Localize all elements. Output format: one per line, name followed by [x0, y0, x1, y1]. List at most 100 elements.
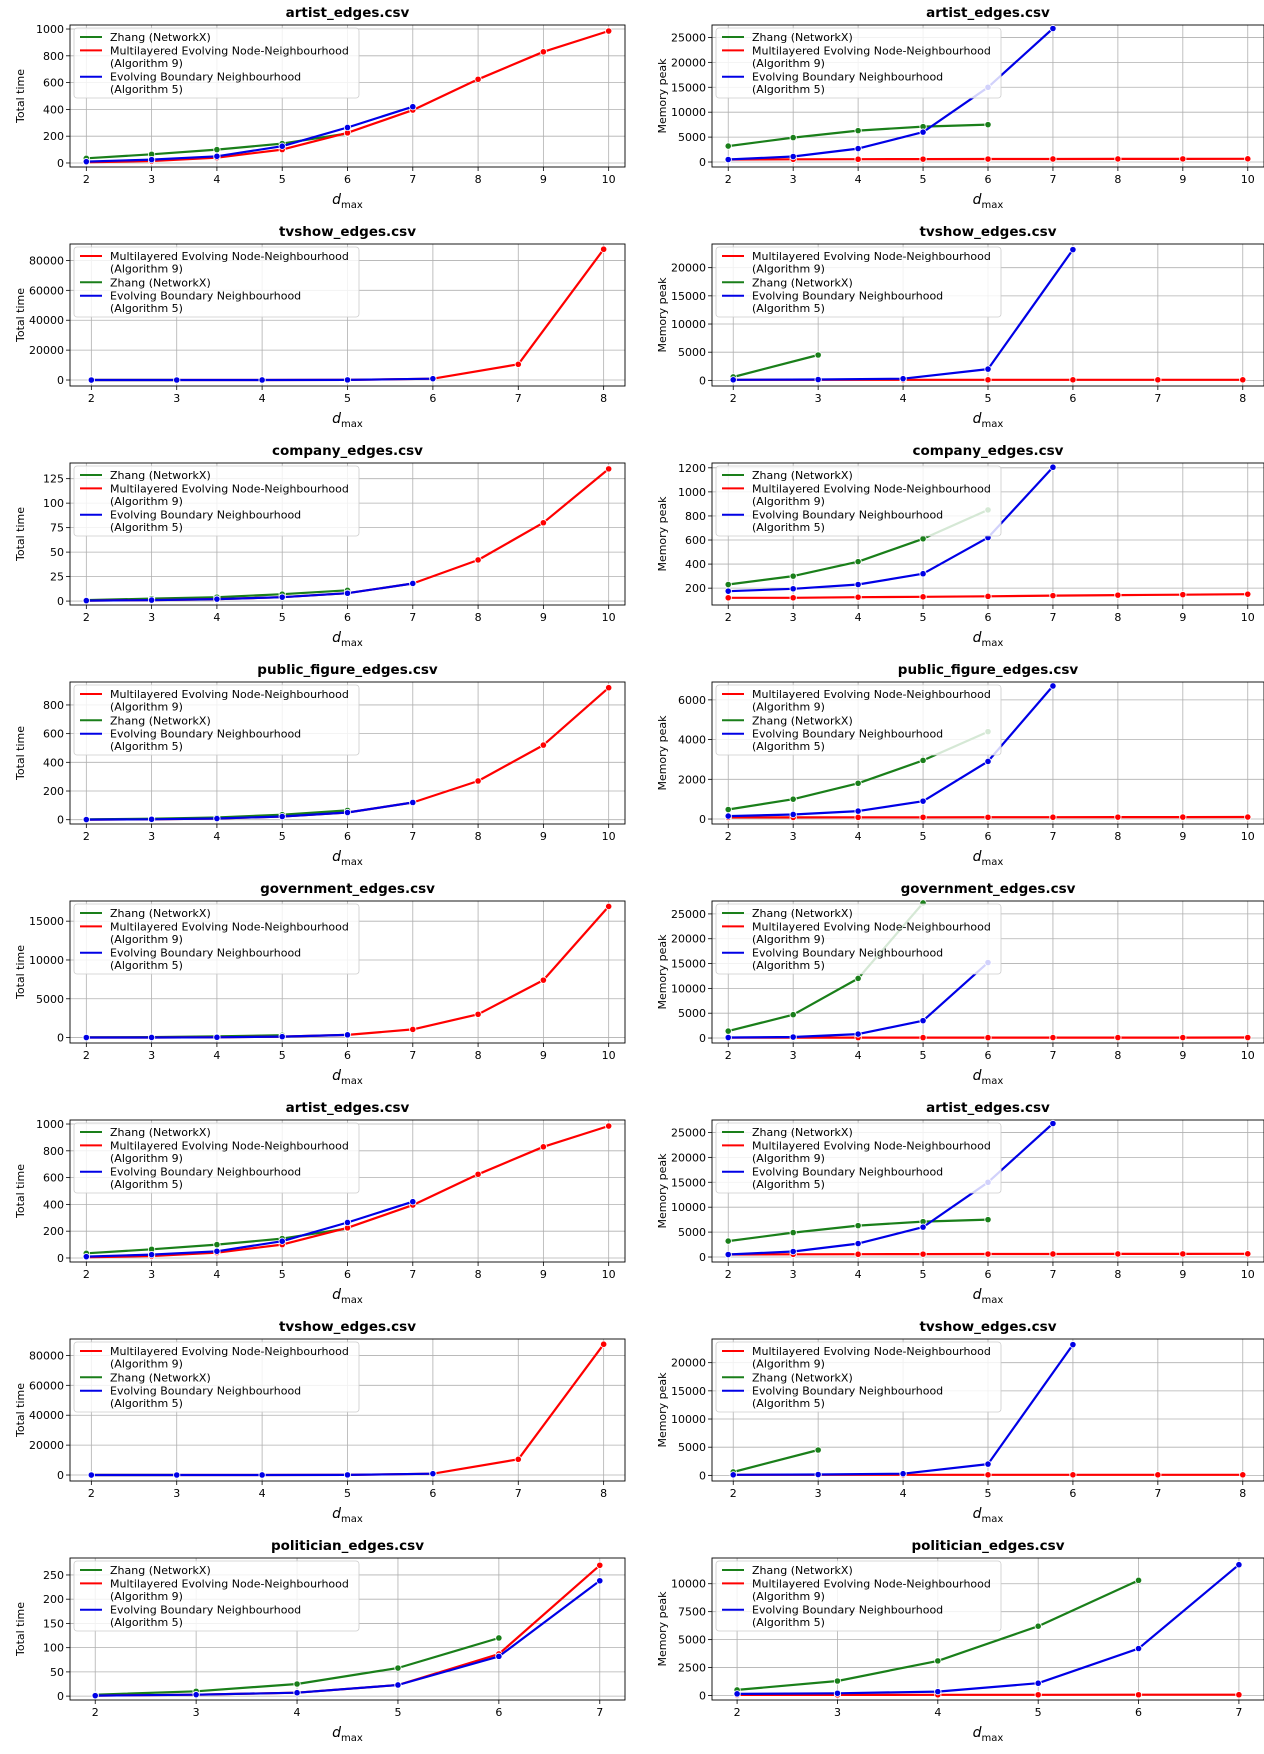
y-tick-label: 15000: [671, 958, 706, 971]
data-point-green: [833, 1677, 842, 1685]
data-point-red: [605, 684, 613, 692]
y-tick-label: 1000: [36, 23, 64, 36]
data-point-green: [814, 351, 822, 359]
x-tick-label: 7: [409, 1268, 416, 1281]
plot-frame: [711, 900, 1264, 1044]
series-group: [82, 684, 613, 824]
x-tick-label: 4: [213, 1049, 220, 1062]
legend: Zhang (NetworkX)Multilayered Evolving No…: [715, 27, 1002, 99]
y-tick-label: 600: [685, 534, 706, 547]
x-tick-label: 2: [725, 1049, 732, 1062]
data-point-red: [1049, 1250, 1057, 1258]
x-tick-label: 9: [1179, 611, 1186, 624]
data-point-red: [1235, 1691, 1243, 1699]
plot-frame: [69, 1338, 626, 1482]
data-point-red: [984, 1033, 992, 1042]
y-axis-label: Memory peak: [656, 1372, 669, 1448]
data-point-red: [596, 1561, 604, 1569]
data-point-red: [984, 1471, 992, 1479]
data-point-red: [539, 1143, 547, 1151]
chart-title: artist_edges.csv: [286, 1100, 410, 1116]
x-axis-label: dmax: [973, 849, 1004, 868]
x-tick-label: 7: [515, 392, 522, 405]
x-tick-label: 3: [148, 830, 155, 843]
data-point-blue: [278, 142, 286, 150]
data-point-red: [1244, 1250, 1252, 1258]
x-tick-label: 2: [730, 392, 737, 405]
data-point-blue: [854, 580, 862, 589]
plot-frame: [69, 243, 626, 387]
legend-label: Evolving Boundary Neighbourhood (Algorith…: [110, 509, 301, 534]
x-tick-label: 10: [602, 1268, 616, 1281]
y-tick-label: 5000: [678, 1226, 706, 1239]
y-axis-label: Memory peak: [656, 1591, 669, 1667]
chart-svg: tvshow_edges.csv 2 3 4 5 6 7 8 0 20000 40000 60000 8…: [14, 1319, 626, 1525]
x-tick-label: 8: [600, 392, 607, 405]
plot-frame: [69, 24, 626, 168]
legend-box: [715, 27, 1002, 99]
data-point-blue: [854, 1030, 862, 1038]
data-point-red: [919, 593, 927, 601]
x-tick-label: 5: [279, 830, 286, 843]
legend: Multilayered Evolving Node-Neighbourhood…: [73, 1341, 360, 1413]
plot-frame: [711, 24, 1264, 168]
x-tick-label: 2: [83, 1268, 90, 1281]
y-tick-label: 150: [43, 1617, 64, 1630]
data-point-red: [1244, 1033, 1252, 1042]
data-point-red: [984, 376, 992, 384]
data-point-blue: [173, 376, 181, 384]
plot-frame: [69, 681, 626, 825]
x-tick-label: 5: [394, 1706, 401, 1719]
data-point-blue: [789, 810, 797, 819]
x-tick-label: 6: [985, 1268, 992, 1281]
data-point-red: [474, 777, 482, 785]
legend: Zhang (NetworkX)Multilayered Evolving No…: [73, 27, 360, 99]
x-tick-label: 3: [790, 611, 797, 624]
data-point-blue: [1049, 1119, 1057, 1128]
legend-label: Multilayered Evolving Node-Neighbourhood…: [752, 482, 991, 507]
legend-label: Zhang (NetworkX): [752, 469, 853, 482]
data-point-blue: [82, 158, 90, 166]
data-point-blue: [278, 1237, 286, 1245]
x-axis-label: dmax: [332, 411, 363, 430]
data-point-red: [1049, 813, 1057, 821]
chart-title: public_figure_edges.csv: [257, 662, 438, 678]
chart-panel-4: tvshow_edges.csv 2 3 4 5 6 7 8 0 5000 10000 15000 20…: [632, 219, 1264, 438]
x-tick-label: 4: [213, 173, 220, 186]
x-tick-label: 5: [279, 611, 286, 624]
legend-box: [715, 246, 1002, 318]
chart-title: tvshow_edges.csv: [279, 224, 416, 240]
data-point-blue: [409, 579, 417, 588]
plot-frame: [711, 1119, 1264, 1263]
data-point-blue: [213, 152, 221, 160]
chart-svg: artist_edges.csv 2 3 4 5 6 7 8 9 10 0 200 400 600 800 1…: [14, 1100, 626, 1306]
data-point-blue: [258, 1471, 266, 1479]
chart-panel-9: government_edges.csv 2 3 4 5 6 7 8 9 10 0 5000 10000…: [0, 876, 632, 1095]
series-group: [87, 1340, 608, 1479]
data-point-red: [1239, 376, 1247, 384]
data-point-red: [854, 1250, 862, 1258]
y-tick-label: 1200: [678, 462, 706, 475]
x-tick-label: 7: [409, 173, 416, 186]
chart-title: tvshow_edges.csv: [279, 1319, 416, 1335]
x-tick-label: 4: [213, 830, 220, 843]
y-tick-label: 20000: [671, 1151, 706, 1164]
chart-svg: artist_edges.csv 2 3 4 5 6 7 8 9 10 0 5000 10000 1500…: [656, 1100, 1264, 1306]
x-tick-label: 4: [934, 1706, 941, 1719]
y-axis-label: Memory peak: [656, 496, 669, 572]
y-tick-label: 0: [57, 374, 64, 387]
y-tick-label: 60000: [29, 284, 64, 297]
x-tick-label: 4: [855, 1049, 862, 1062]
data-point-red: [1179, 813, 1187, 821]
data-point-blue: [1069, 246, 1077, 254]
y-tick-label: 80000: [29, 1349, 64, 1362]
chart-title: government_edges.csv: [260, 881, 435, 897]
data-point-blue: [343, 123, 352, 132]
series-group: [82, 465, 613, 605]
x-tick-label: 3: [148, 611, 155, 624]
y-tick-label: 100: [43, 497, 64, 510]
x-axis-label: dmax: [332, 1506, 363, 1525]
x-tick-label: 6: [344, 1049, 351, 1062]
y-axis-label: Total time: [14, 288, 27, 343]
data-point-red: [984, 592, 992, 600]
